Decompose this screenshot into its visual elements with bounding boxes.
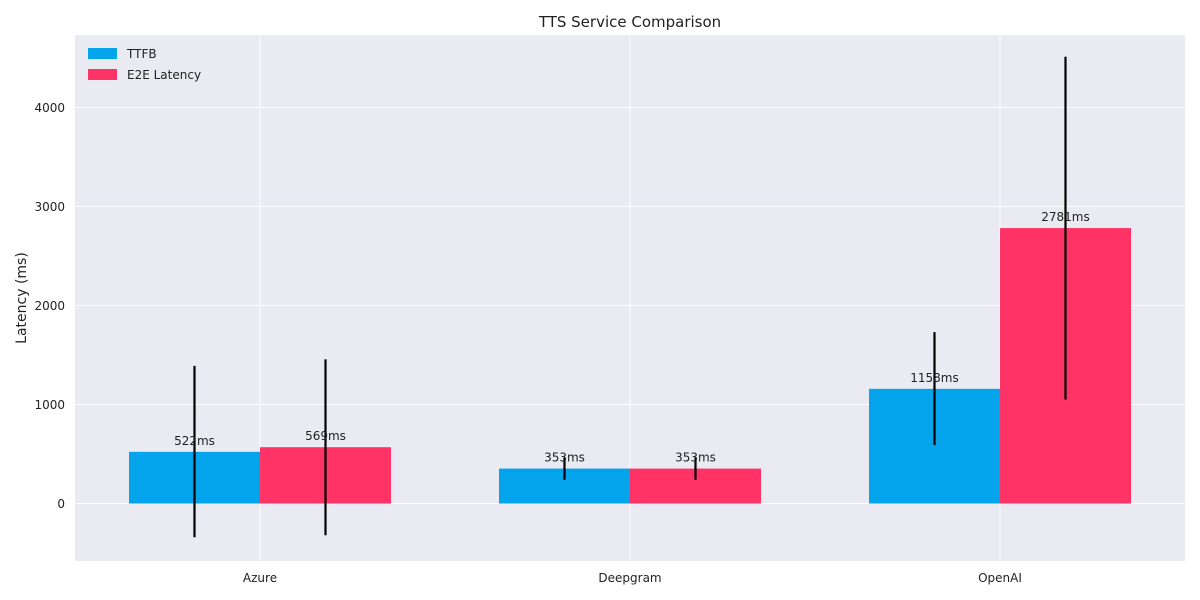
legend-swatch [88,69,117,80]
y-tick-label: 3000 [34,200,65,214]
bar-value-label: 353ms [544,451,585,465]
x-tick-label: OpenAI [978,571,1022,585]
bar-value-label: 2781ms [1041,210,1089,224]
legend: TTFB E2E Latency [88,47,201,82]
bar-value-label: 1158ms [910,371,958,385]
x-tick-label: Deepgram [598,571,661,585]
bar-value-label: 522ms [174,434,215,448]
axis-layer: 0 1000 2000 3000 4000 Azure Deepgram OpenAI [34,101,1021,585]
chart-title: TTS Service Comparison [538,13,721,31]
legend-label: TTFB [126,47,157,61]
x-tick-label: Azure [243,571,277,585]
y-tick-label: 0 [57,497,65,511]
y-tick-label: 1000 [34,398,65,412]
y-tick-label: 2000 [34,299,65,313]
bar-value-label: 353ms [675,451,716,465]
bar-value-label: 569ms [305,429,346,443]
y-axis-label: Latency (ms) [14,252,30,344]
data-label-layer: 522ms 353ms 1158ms 569ms 353ms 2781ms [174,210,1090,465]
legend-label: E2E Latency [127,68,201,82]
legend-swatch [88,48,117,59]
y-tick-label: 4000 [34,101,65,115]
errorbar-layer [193,56,1067,538]
